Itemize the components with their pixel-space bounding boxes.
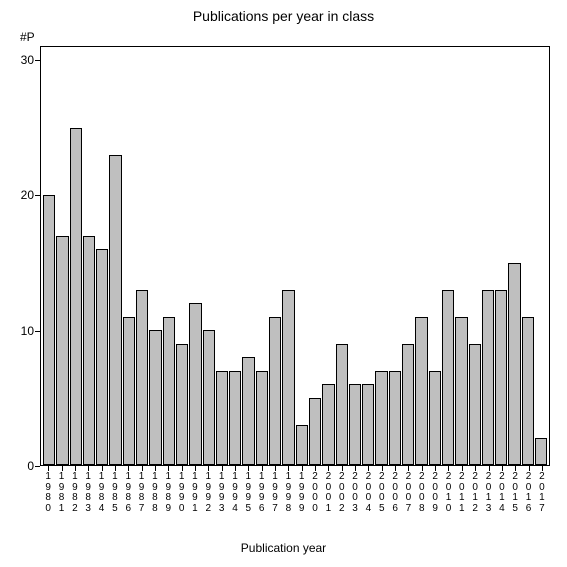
x-tick-label: 2 0 1 0 xyxy=(443,472,453,514)
bar xyxy=(176,344,188,465)
bar xyxy=(415,317,427,465)
x-tick-label: 2 0 0 1 xyxy=(323,472,333,514)
x-tick-label: 1 9 8 4 xyxy=(97,472,107,514)
bar xyxy=(522,317,534,465)
bar xyxy=(43,195,55,465)
x-tick-label: 2 0 1 5 xyxy=(510,472,520,514)
bar xyxy=(495,290,507,465)
bar xyxy=(269,317,281,465)
x-tick-label: 2 0 0 2 xyxy=(337,472,347,514)
x-tick-label: 2 0 0 5 xyxy=(377,472,387,514)
bar xyxy=(429,371,441,465)
bar xyxy=(242,357,254,465)
bar xyxy=(229,371,241,465)
x-tick-label: 2 0 0 0 xyxy=(310,472,320,514)
x-tick-label: 1 9 8 0 xyxy=(43,472,53,514)
x-tick-label: 1 9 8 9 xyxy=(163,472,173,514)
bar xyxy=(442,290,454,465)
bar xyxy=(83,236,95,465)
x-tick-label: 2 0 1 1 xyxy=(457,472,467,514)
bar xyxy=(256,371,268,465)
x-tick-label: 1 9 8 1 xyxy=(57,472,67,514)
x-tick-label: 1 9 8 7 xyxy=(137,472,147,514)
bar xyxy=(282,290,294,465)
x-tick-label: 1 9 9 8 xyxy=(283,472,293,514)
x-tick-label: 1 9 8 5 xyxy=(110,472,120,514)
x-tick-label: 2 0 1 2 xyxy=(470,472,480,514)
bar xyxy=(123,317,135,465)
x-tick-label: 2 0 0 8 xyxy=(417,472,427,514)
bar xyxy=(163,317,175,465)
bar xyxy=(136,290,148,465)
x-tick-label: 1 9 9 7 xyxy=(270,472,280,514)
bar xyxy=(455,317,467,465)
plot-area xyxy=(40,46,550,466)
x-tick-label: 1 9 9 2 xyxy=(203,472,213,514)
bar xyxy=(482,290,494,465)
chart-title: Publications per year in class xyxy=(0,8,567,24)
y-tick-mark xyxy=(35,466,40,467)
x-tick-label: 1 9 9 5 xyxy=(243,472,253,514)
bar xyxy=(535,438,547,465)
x-tick-label: 1 9 8 3 xyxy=(83,472,93,514)
bar xyxy=(203,330,215,465)
bar xyxy=(56,236,68,465)
x-tick-label: 1 9 9 4 xyxy=(230,472,240,514)
bar xyxy=(389,371,401,465)
x-tick-label: 1 9 9 1 xyxy=(190,472,200,514)
bar xyxy=(309,398,321,465)
x-tick-label: 2 0 0 9 xyxy=(430,472,440,514)
x-tick-label: 2 0 1 4 xyxy=(497,472,507,514)
x-tick-label: 1 9 9 0 xyxy=(177,472,187,514)
x-tick-label: 1 9 9 6 xyxy=(257,472,267,514)
x-tick-label: 2 0 0 6 xyxy=(390,472,400,514)
x-tick-label: 2 0 1 3 xyxy=(484,472,494,514)
x-tick-label: 2 0 1 7 xyxy=(537,472,547,514)
bar xyxy=(109,155,121,465)
bar xyxy=(508,263,520,465)
x-tick-label: 2 0 0 3 xyxy=(350,472,360,514)
y-tick-label: 30 xyxy=(21,53,34,67)
bar xyxy=(469,344,481,465)
bar xyxy=(149,330,161,465)
y-axis-ticks: 0102030 xyxy=(0,46,40,466)
x-tick-label: 1 9 8 8 xyxy=(150,472,160,514)
bar xyxy=(216,371,228,465)
x-tick-label: 1 9 9 3 xyxy=(217,472,227,514)
x-tick-label: 2 0 0 4 xyxy=(363,472,373,514)
y-tick-label: 0 xyxy=(27,459,34,473)
x-tick-label: 1 9 9 9 xyxy=(297,472,307,514)
x-tick-label: 1 9 8 2 xyxy=(70,472,80,514)
x-tick-label: 2 0 1 6 xyxy=(524,472,534,514)
bar xyxy=(189,303,201,465)
bar xyxy=(96,249,108,465)
chart-container: Publications per year in class #P 0 10 20 3… xyxy=(0,0,567,567)
bar xyxy=(322,384,334,465)
y-tick-label: 10 xyxy=(21,324,34,338)
bar xyxy=(349,384,361,465)
y-axis-label: #P xyxy=(20,30,35,44)
bar xyxy=(402,344,414,465)
x-tick-label: 2 0 0 7 xyxy=(403,472,413,514)
bar xyxy=(70,128,82,465)
x-axis-label: Publication year xyxy=(0,541,567,555)
bars-container xyxy=(41,47,549,465)
bar xyxy=(362,384,374,465)
bar xyxy=(375,371,387,465)
x-tick-label: 1 9 8 6 xyxy=(123,472,133,514)
bar xyxy=(296,425,308,465)
bar xyxy=(336,344,348,465)
y-tick-label: 20 xyxy=(21,188,34,202)
